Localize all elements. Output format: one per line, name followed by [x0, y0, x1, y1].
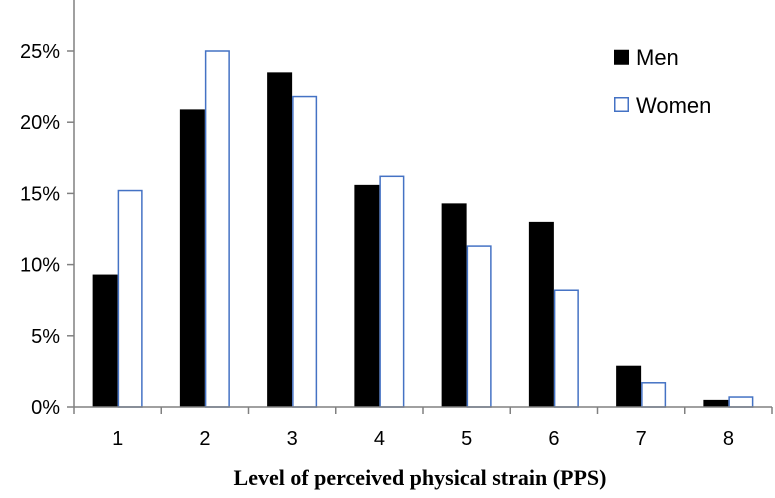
y-axis-ticks: 0% 5% 10% 15% 20% 25%	[20, 41, 74, 419]
bar-men-6	[528, 221, 554, 407]
y-tick-label: 10%	[20, 255, 60, 277]
bar-men-8	[703, 399, 729, 407]
bar-women-3	[292, 95, 318, 408]
bar-men-1	[92, 274, 118, 407]
bar-men-7	[616, 365, 642, 407]
x-tick-label: 4	[374, 428, 385, 450]
legend: Men Women	[614, 45, 711, 118]
bar-men-2	[179, 109, 205, 407]
x-tick-label: 2	[199, 428, 210, 450]
bar-women-6	[553, 289, 579, 408]
y-tick-label: 25%	[20, 41, 60, 63]
x-axis-title: Level of perceived physical strain (PPS)	[234, 465, 607, 490]
bar-women-8	[728, 396, 754, 408]
bar-women-4	[379, 175, 405, 408]
bar-women-5	[466, 245, 492, 408]
bar-men-3	[267, 72, 293, 408]
legend-label-women: Women	[636, 93, 711, 118]
x-tick-label: 1	[112, 428, 123, 450]
x-tick-label: 5	[461, 428, 472, 450]
plot-area	[92, 50, 754, 408]
x-axis-ticks: 1 2 3 4 5 6 7 8	[73, 407, 773, 450]
x-tick-label: 6	[548, 428, 559, 450]
y-tick-label: 0%	[31, 397, 60, 419]
x-tick-label: 8	[723, 428, 734, 450]
bar-women-7	[641, 382, 667, 408]
bar-women-2	[204, 50, 230, 408]
x-tick-label: 7	[636, 428, 647, 450]
bar-men-5	[441, 203, 467, 407]
legend-swatch-men	[614, 49, 629, 65]
y-tick-label: 20%	[20, 112, 60, 134]
x-tick-label: 3	[287, 428, 298, 450]
bar-men-4	[354, 184, 380, 407]
legend-swatch-women	[614, 97, 629, 112]
y-tick-label: 15%	[20, 183, 60, 205]
y-tick-label: 5%	[31, 326, 60, 348]
legend-label-men: Men	[636, 45, 679, 70]
bar-women-1	[117, 189, 143, 408]
